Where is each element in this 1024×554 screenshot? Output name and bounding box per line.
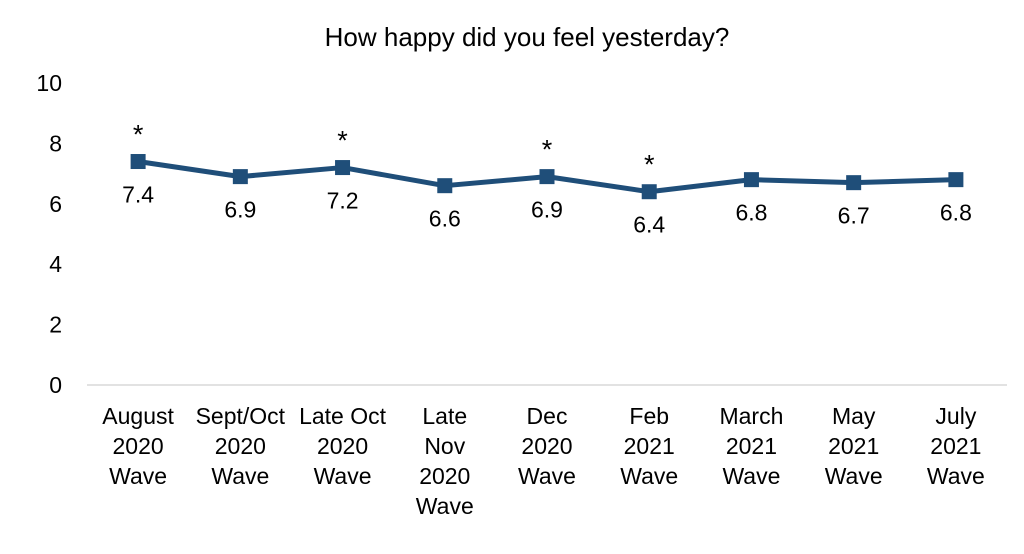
x-tick-label-line: Late Oct — [299, 403, 387, 429]
y-tick-label: 6 — [49, 191, 62, 217]
x-tick-label: May 2021 Wave — [825, 403, 883, 489]
x-tick-label-line: Nov — [424, 433, 465, 459]
data-label: 6.9 — [531, 197, 563, 223]
data-label: 6.7 — [838, 203, 870, 229]
x-tick-label: Feb 2021 Wave — [620, 403, 678, 489]
series-group: 7.4 * 6.9 7.2 * 6.6 6.9 * 6.4 * 6.8 6.7 6.8 — [122, 120, 972, 238]
x-tick-label-line: Sept/Oct — [196, 403, 286, 429]
data-point-marker — [130, 154, 146, 170]
chart-title: How happy did you feel yesterday? — [325, 22, 730, 52]
y-tick-label: 0 — [49, 372, 62, 398]
x-tick-label-line: Wave — [416, 493, 474, 519]
data-point-marker — [948, 172, 964, 188]
data-label: 7.2 — [327, 188, 359, 214]
x-axis: August 2020 Wave Sept/Oct 2020 Wave Late Oct 20… — [102, 403, 985, 519]
data-label: 6.6 — [429, 206, 461, 232]
x-tick-label-line: Wave — [518, 463, 576, 489]
x-tick-label-line: Wave — [722, 463, 780, 489]
y-tick-label: 4 — [49, 251, 62, 277]
x-tick-label-line: Feb — [629, 403, 669, 429]
data-label: 6.8 — [735, 200, 767, 226]
significance-marker: * — [644, 150, 655, 180]
data-point-marker — [846, 175, 862, 191]
x-tick-label-line: May — [832, 403, 876, 429]
x-tick-label: July 2021 Wave — [927, 403, 985, 489]
x-tick-label-line: 2020 — [317, 433, 368, 459]
x-tick-label-line: July — [935, 403, 976, 429]
x-tick-label-line: Wave — [211, 463, 269, 489]
x-tick-label: Dec 2020 Wave — [518, 403, 576, 489]
x-tick-label-line: August — [102, 403, 174, 429]
data-point-marker — [743, 172, 759, 188]
x-tick-label: March 2021 Wave — [719, 403, 783, 489]
data-point-marker — [437, 178, 453, 194]
data-point-marker — [539, 169, 555, 185]
significance-marker: * — [542, 135, 553, 165]
x-tick-label-line: March — [719, 403, 783, 429]
x-tick-label-line: 2020 — [419, 463, 470, 489]
data-point-marker — [641, 184, 657, 200]
y-tick-label: 8 — [49, 130, 62, 156]
y-axis: 0 2 4 6 8 10 — [36, 70, 62, 398]
x-tick-label-line: 2021 — [828, 433, 879, 459]
x-tick-label-line: 2020 — [521, 433, 572, 459]
x-tick-label: August 2020 Wave — [102, 403, 174, 489]
x-tick-label-line: Dec — [527, 403, 568, 429]
data-point-marker — [335, 160, 351, 176]
data-label: 7.4 — [122, 182, 154, 208]
data-label: 6.4 — [633, 212, 665, 238]
data-point-marker — [232, 169, 248, 185]
x-tick-label-line: Wave — [314, 463, 372, 489]
data-label: 6.8 — [940, 200, 972, 226]
x-tick-label-line: Wave — [825, 463, 883, 489]
significance-marker: * — [133, 120, 144, 150]
significance-marker: * — [337, 126, 348, 156]
y-tick-label: 10 — [36, 70, 62, 96]
data-label: 6.9 — [224, 197, 256, 223]
x-tick-label-line: Wave — [927, 463, 985, 489]
x-tick-label-line: 2020 — [215, 433, 266, 459]
x-tick-label-line: 2021 — [930, 433, 981, 459]
x-tick-label-line: Wave — [109, 463, 167, 489]
x-tick-label-line: 2021 — [624, 433, 675, 459]
x-tick-label: Late Nov 2020 Wave — [416, 403, 474, 519]
x-tick-label-line: Late — [422, 403, 467, 429]
x-tick-label: Sept/Oct 2020 Wave — [196, 403, 286, 489]
x-tick-label: Late Oct 2020 Wave — [299, 403, 387, 489]
x-tick-label-line: Wave — [620, 463, 678, 489]
x-tick-label-line: 2020 — [113, 433, 164, 459]
y-tick-label: 2 — [49, 312, 62, 338]
x-tick-label-line: 2021 — [726, 433, 777, 459]
